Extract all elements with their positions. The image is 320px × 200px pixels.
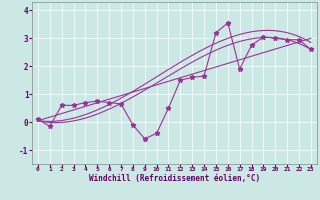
X-axis label: Windchill (Refroidissement éolien,°C): Windchill (Refroidissement éolien,°C) [89, 174, 260, 183]
